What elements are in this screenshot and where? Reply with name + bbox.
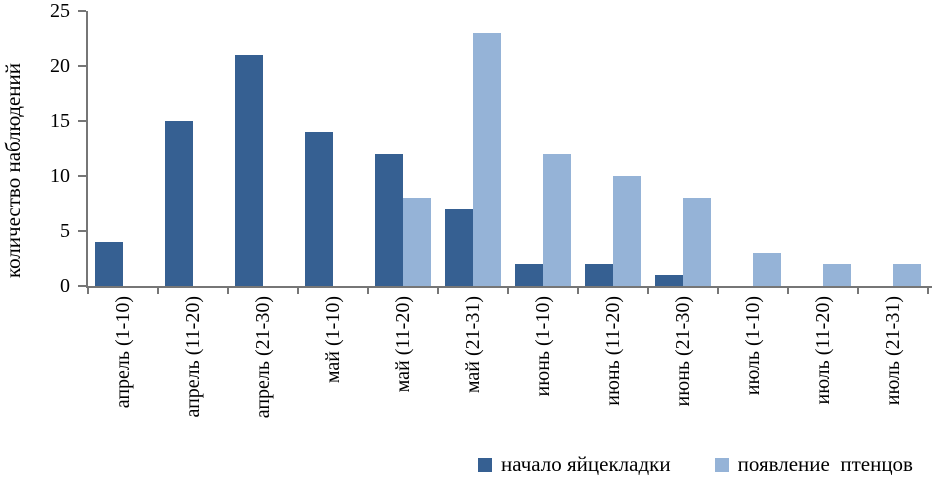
bar-series1-cat3 <box>235 55 263 286</box>
x-axis-label: май (21-31) <box>462 296 484 394</box>
x-axis-label: июнь (11-20) <box>602 296 624 406</box>
x-axis-label-cell: июль (1-10) <box>718 296 788 461</box>
x-axis-label: май (1-10) <box>322 296 344 384</box>
x-axis-tick <box>857 288 859 294</box>
x-axis-label: июль (11-20) <box>812 296 834 405</box>
bar-series1-cat1 <box>95 242 123 286</box>
legend-label-series1: начало яйцекладки <box>501 452 671 476</box>
y-axis-line <box>86 11 88 288</box>
bar-series1-cat6 <box>445 209 473 286</box>
y-axis-tick-label: 20 <box>50 55 70 77</box>
legend-label-series2: появление птенцов <box>737 452 913 476</box>
x-axis-label-cell: июнь (21-30) <box>648 296 718 461</box>
x-axis-label: июнь (1-10) <box>532 296 554 397</box>
y-axis-tick-label: 5 <box>60 220 70 242</box>
x-axis-tick <box>927 288 929 294</box>
bar-series2-cat9 <box>683 198 711 286</box>
x-axis-tick <box>87 288 89 294</box>
y-axis-tick <box>78 120 86 122</box>
y-axis-tick-label: 0 <box>60 275 70 297</box>
x-axis-label-cell: май (11-20) <box>368 296 438 461</box>
y-axis-tick <box>78 285 86 287</box>
x-axis-tick <box>367 288 369 294</box>
x-axis-label: июль (1-10) <box>742 296 764 396</box>
x-axis-tick <box>297 288 299 294</box>
x-axis-label-cell: июль (21-31) <box>858 296 928 461</box>
bar-series2-cat6 <box>473 33 501 286</box>
x-axis-label: апрель (21-30) <box>252 296 274 419</box>
x-axis-tick <box>507 288 509 294</box>
y-axis-tick-label: 10 <box>50 165 70 187</box>
y-axis-tick <box>78 175 86 177</box>
y-axis-tick-label: 25 <box>50 0 70 22</box>
x-axis-label-cell: июнь (1-10) <box>508 296 578 461</box>
x-axis-tick <box>717 288 719 294</box>
y-axis-tick <box>78 230 86 232</box>
x-axis-label-cell: июль (11-20) <box>788 296 858 461</box>
y-axis-tick <box>78 10 86 12</box>
legend-item-series1: начало яйцекладки <box>478 452 671 477</box>
legend-item-series2: появление птенцов <box>714 452 913 477</box>
bar-series1-cat2 <box>165 121 193 286</box>
bar-series2-cat5 <box>403 198 431 286</box>
bar-series1-cat9 <box>655 275 683 286</box>
x-axis-label: май (11-20) <box>392 296 414 393</box>
x-axis-label-cell: апрель (11-20) <box>158 296 228 461</box>
bar-series2-cat8 <box>613 176 641 286</box>
y-axis-tick-label: 15 <box>50 110 70 132</box>
x-axis-label-cell: апрель (21-30) <box>228 296 298 461</box>
y-axis-title-wrap: количество наблюдений <box>0 8 27 334</box>
x-axis-tick <box>437 288 439 294</box>
legend-swatch-series2 <box>714 457 729 472</box>
x-axis-tick <box>227 288 229 294</box>
x-axis-tick <box>577 288 579 294</box>
x-axis-label-cell: апрель (1-10) <box>88 296 158 461</box>
x-axis-label: апрель (11-20) <box>182 296 204 418</box>
bar-series2-cat12 <box>893 264 921 286</box>
x-axis-line <box>86 286 932 288</box>
legend: начало яйцекладки появление птенцов <box>478 452 913 477</box>
x-axis-tick <box>787 288 789 294</box>
bar-series1-cat8 <box>585 264 613 286</box>
x-axis-tick <box>647 288 649 294</box>
y-axis-title: количество наблюдений <box>1 63 25 279</box>
y-axis-tick <box>78 65 86 67</box>
bar-series1-cat5 <box>375 154 403 286</box>
bar-series2-cat10 <box>753 253 781 286</box>
legend-swatch-series1 <box>478 457 492 472</box>
bar-series1-cat7 <box>515 264 543 286</box>
x-axis-label-cell: май (1-10) <box>298 296 368 461</box>
x-axis-label-cell: июнь (11-20) <box>578 296 648 461</box>
bar-series1-cat4 <box>305 132 333 286</box>
bar-series2-cat7 <box>543 154 571 286</box>
x-axis-label: апрель (1-10) <box>112 296 134 409</box>
bar-series2-cat11 <box>823 264 851 286</box>
x-axis-label-cell: май (21-31) <box>438 296 508 461</box>
x-axis-label: июль (21-31) <box>882 296 904 406</box>
x-axis-label: июнь (21-30) <box>672 296 694 407</box>
x-axis-tick <box>157 288 159 294</box>
